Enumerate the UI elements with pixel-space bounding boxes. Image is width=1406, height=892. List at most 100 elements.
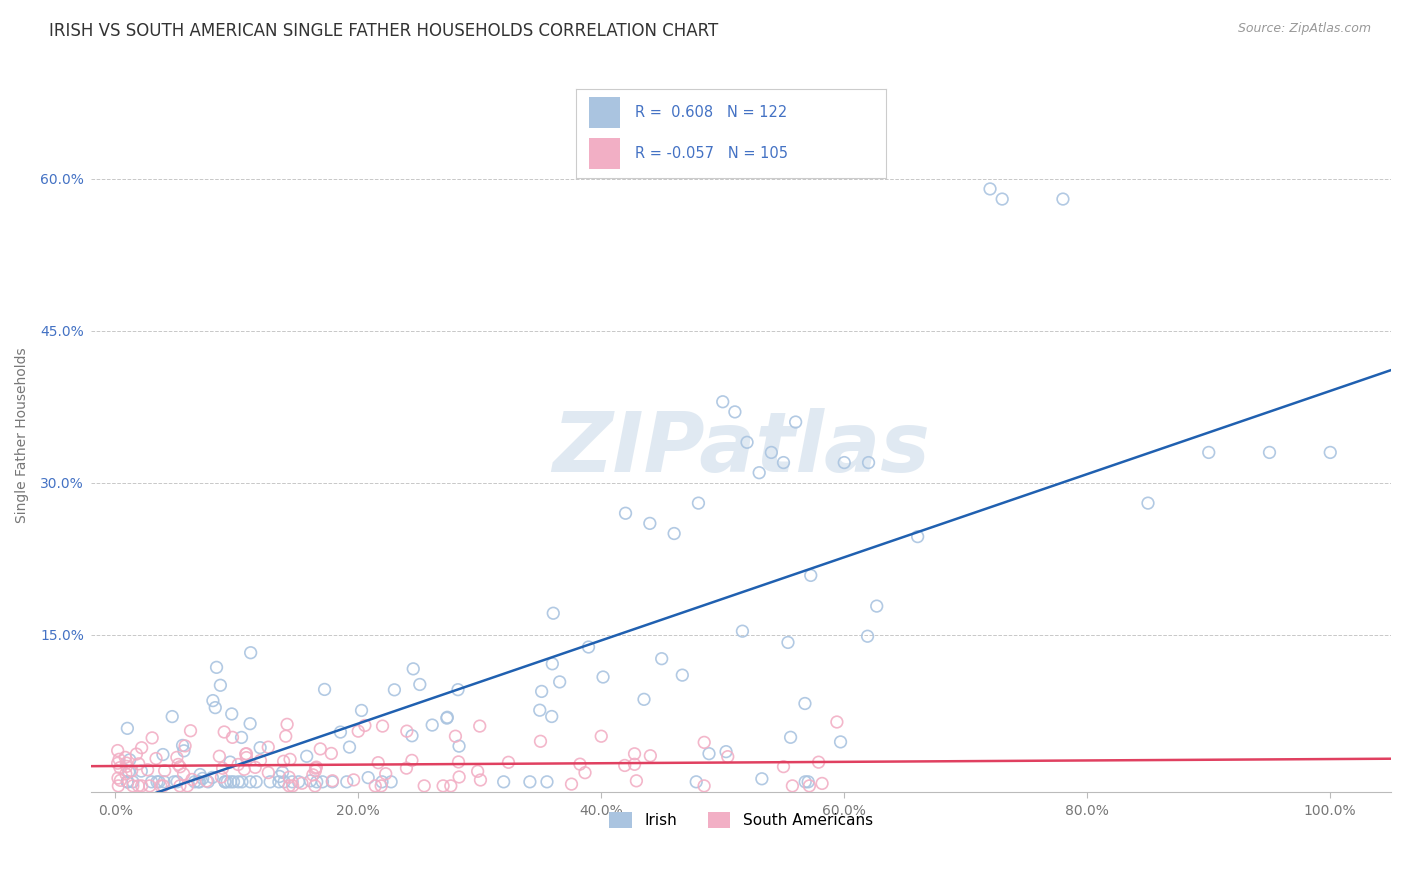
Point bbox=[115, 767, 138, 781]
Point bbox=[447, 739, 470, 753]
Point bbox=[662, 526, 685, 541]
Point bbox=[447, 682, 470, 697]
Point bbox=[287, 774, 309, 789]
Point bbox=[117, 722, 139, 736]
Point bbox=[371, 774, 394, 789]
Point bbox=[166, 774, 188, 789]
Point bbox=[638, 516, 661, 531]
Point bbox=[830, 735, 852, 749]
Point bbox=[209, 770, 232, 784]
Point bbox=[160, 709, 183, 723]
Point bbox=[131, 740, 153, 755]
Point bbox=[117, 774, 139, 789]
Point bbox=[735, 435, 758, 450]
Point bbox=[127, 779, 149, 793]
Point bbox=[688, 496, 710, 510]
Point bbox=[761, 445, 783, 459]
Point bbox=[751, 772, 773, 786]
Point bbox=[205, 660, 228, 674]
Point bbox=[138, 779, 160, 793]
Point bbox=[651, 651, 673, 665]
Point bbox=[979, 182, 1001, 196]
Point bbox=[685, 774, 707, 789]
Point bbox=[492, 774, 515, 789]
Point bbox=[278, 779, 301, 793]
Point bbox=[136, 763, 159, 777]
Text: R = -0.057   N = 105: R = -0.057 N = 105 bbox=[636, 146, 789, 161]
Point bbox=[281, 774, 304, 789]
Point bbox=[384, 682, 406, 697]
Text: IRISH VS SOUTH AMERICAN SINGLE FATHER HOUSEHOLDS CORRELATION CHART: IRISH VS SOUTH AMERICAN SINGLE FATHER HO… bbox=[49, 22, 718, 40]
Point bbox=[613, 758, 636, 772]
Point bbox=[697, 747, 720, 761]
Point bbox=[121, 764, 143, 778]
Point bbox=[401, 729, 423, 743]
Point bbox=[797, 774, 820, 789]
Legend: Irish, South Americans: Irish, South Americans bbox=[603, 806, 879, 834]
Point bbox=[183, 774, 205, 789]
Point bbox=[782, 779, 804, 793]
Point bbox=[169, 779, 191, 793]
Point bbox=[176, 779, 198, 793]
Point bbox=[219, 755, 242, 769]
FancyBboxPatch shape bbox=[589, 97, 620, 128]
Point bbox=[339, 740, 361, 755]
Point bbox=[152, 779, 174, 793]
Point bbox=[350, 703, 373, 717]
Point bbox=[357, 771, 380, 785]
Point bbox=[772, 759, 794, 773]
Point bbox=[271, 765, 294, 780]
Point bbox=[257, 765, 280, 780]
Point bbox=[671, 668, 693, 682]
Point bbox=[785, 415, 807, 429]
Point bbox=[188, 767, 211, 781]
Point bbox=[321, 747, 343, 761]
Point bbox=[343, 772, 366, 787]
Point bbox=[409, 677, 432, 691]
Point bbox=[623, 757, 645, 772]
Point bbox=[779, 731, 801, 745]
Point bbox=[226, 774, 249, 789]
Point bbox=[541, 657, 564, 671]
Point bbox=[108, 761, 131, 775]
Point bbox=[447, 755, 470, 769]
Point bbox=[370, 779, 392, 793]
Point bbox=[235, 750, 257, 764]
Point bbox=[304, 764, 326, 778]
Point bbox=[444, 729, 467, 743]
Point bbox=[578, 640, 600, 654]
Point bbox=[825, 714, 848, 729]
Point bbox=[249, 740, 271, 755]
Point bbox=[302, 768, 325, 782]
Point bbox=[117, 774, 139, 789]
Point bbox=[540, 709, 562, 723]
Point bbox=[141, 731, 163, 745]
Point bbox=[311, 774, 333, 789]
Point bbox=[115, 759, 138, 773]
Point bbox=[145, 751, 167, 765]
Point bbox=[122, 774, 145, 789]
Point bbox=[107, 743, 129, 757]
Point bbox=[128, 756, 150, 771]
Point bbox=[281, 779, 304, 793]
Text: R =  0.608   N = 122: R = 0.608 N = 122 bbox=[636, 105, 787, 120]
Point bbox=[235, 747, 257, 761]
Point bbox=[231, 774, 253, 789]
Point bbox=[267, 774, 290, 789]
Point bbox=[772, 456, 794, 470]
Point bbox=[146, 774, 169, 789]
Point bbox=[239, 646, 262, 660]
Point bbox=[110, 773, 132, 788]
Point bbox=[304, 779, 326, 793]
Point bbox=[536, 774, 558, 789]
Point bbox=[794, 774, 817, 789]
Point bbox=[235, 747, 257, 761]
Point bbox=[866, 599, 889, 613]
Point bbox=[118, 753, 141, 767]
Text: ZIPatlas: ZIPatlas bbox=[553, 409, 929, 490]
Point bbox=[129, 764, 152, 778]
Point bbox=[131, 779, 153, 793]
Point bbox=[336, 774, 359, 789]
Point bbox=[217, 774, 239, 789]
Point bbox=[321, 774, 343, 789]
